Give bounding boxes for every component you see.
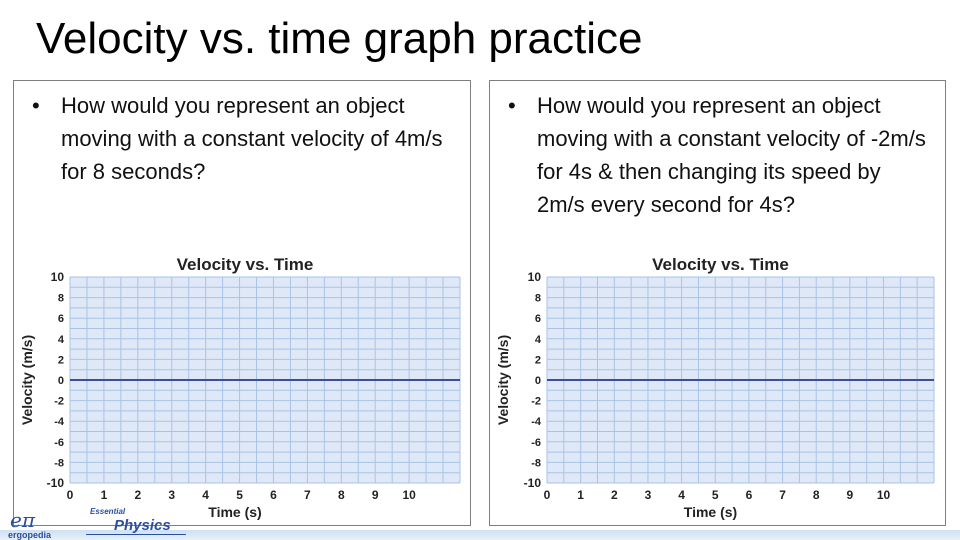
y-tick-label: -4 xyxy=(531,416,542,428)
footer-bar xyxy=(0,530,960,540)
x-tick-label: 4 xyxy=(678,488,685,502)
y-tick-label: 4 xyxy=(535,334,542,346)
ergopedia-wordmark: ergopedia xyxy=(8,530,52,540)
y-tick-label: 8 xyxy=(535,293,541,305)
question-1-text: How would you represent an object moving… xyxy=(61,93,443,184)
x-tick-label: 8 xyxy=(813,488,820,502)
y-tick-label: 10 xyxy=(528,270,542,284)
x-tick-label: 10 xyxy=(402,488,416,502)
y-tick-label: 2 xyxy=(535,354,541,366)
y-tick-label: 4 xyxy=(58,334,65,346)
x-tick-label: 2 xyxy=(611,488,618,502)
y-tick-label: -6 xyxy=(54,437,64,449)
y-tick-label: -4 xyxy=(54,416,65,428)
chart-title: Velocity vs. Time xyxy=(177,255,314,274)
x-axis-label: Time (s) xyxy=(684,504,737,520)
bullet: • xyxy=(32,93,40,118)
logo-underline xyxy=(86,534,186,535)
question-text: • How would you represent an object movi… xyxy=(508,89,931,221)
y-tick-label: 2 xyxy=(58,354,64,366)
x-tick-label: 3 xyxy=(645,488,652,502)
essential-label: Essential xyxy=(90,507,126,516)
x-tick-label: 6 xyxy=(746,488,753,502)
x-tick-label: 3 xyxy=(168,488,175,502)
right-panel: • How would you represent an object movi… xyxy=(489,80,946,526)
y-tick-label: 0 xyxy=(535,375,541,387)
y-tick-label: -10 xyxy=(47,476,65,490)
essential-physics-logo: Essential Physics xyxy=(86,507,196,537)
question-text: • How would you represent an object movi… xyxy=(32,89,456,188)
ergopedia-symbol: eπ xyxy=(10,508,35,532)
x-tick-label: 8 xyxy=(338,488,345,502)
ergopedia-logo: eπ ergopedia xyxy=(8,510,68,540)
x-tick-label: 0 xyxy=(544,488,551,502)
physics-label: Physics xyxy=(114,517,171,534)
x-tick-label: 9 xyxy=(372,488,379,502)
x-tick-label: 5 xyxy=(712,488,719,502)
x-tick-label: 5 xyxy=(236,488,243,502)
y-axis-label: Velocity (m/s) xyxy=(19,335,35,425)
y-axis-label: Velocity (m/s) xyxy=(495,335,511,425)
chart-title: Velocity vs. Time xyxy=(652,255,789,274)
x-tick-label: 0 xyxy=(67,488,74,502)
slide-title: Velocity vs. time graph practice xyxy=(36,14,643,63)
y-tick-label: -10 xyxy=(524,476,542,490)
x-tick-label: 1 xyxy=(577,488,584,502)
y-tick-label: -8 xyxy=(531,457,541,469)
y-tick-label: -2 xyxy=(54,396,64,408)
y-tick-label: 0 xyxy=(58,375,64,387)
x-tick-label: 2 xyxy=(134,488,141,502)
question-2-text: How would you represent an object moving… xyxy=(537,93,926,217)
x-tick-label: 9 xyxy=(847,488,854,502)
x-tick-label: 7 xyxy=(304,488,311,502)
y-tick-label: 6 xyxy=(535,313,541,325)
x-tick-label: 4 xyxy=(202,488,209,502)
x-tick-label: 6 xyxy=(270,488,277,502)
x-axis-label: Time (s) xyxy=(208,504,261,520)
left-panel: • How would you represent an object movi… xyxy=(13,80,471,526)
y-tick-label: 10 xyxy=(51,270,65,284)
y-tick-label: -6 xyxy=(531,437,541,449)
bullet: • xyxy=(508,93,516,118)
x-tick-label: 7 xyxy=(779,488,786,502)
y-tick-label: -2 xyxy=(531,396,541,408)
y-tick-label: 8 xyxy=(58,293,64,305)
y-tick-label: -8 xyxy=(54,457,64,469)
x-tick-label: 1 xyxy=(101,488,108,502)
y-tick-label: 6 xyxy=(58,313,64,325)
x-tick-label: 10 xyxy=(877,488,891,502)
